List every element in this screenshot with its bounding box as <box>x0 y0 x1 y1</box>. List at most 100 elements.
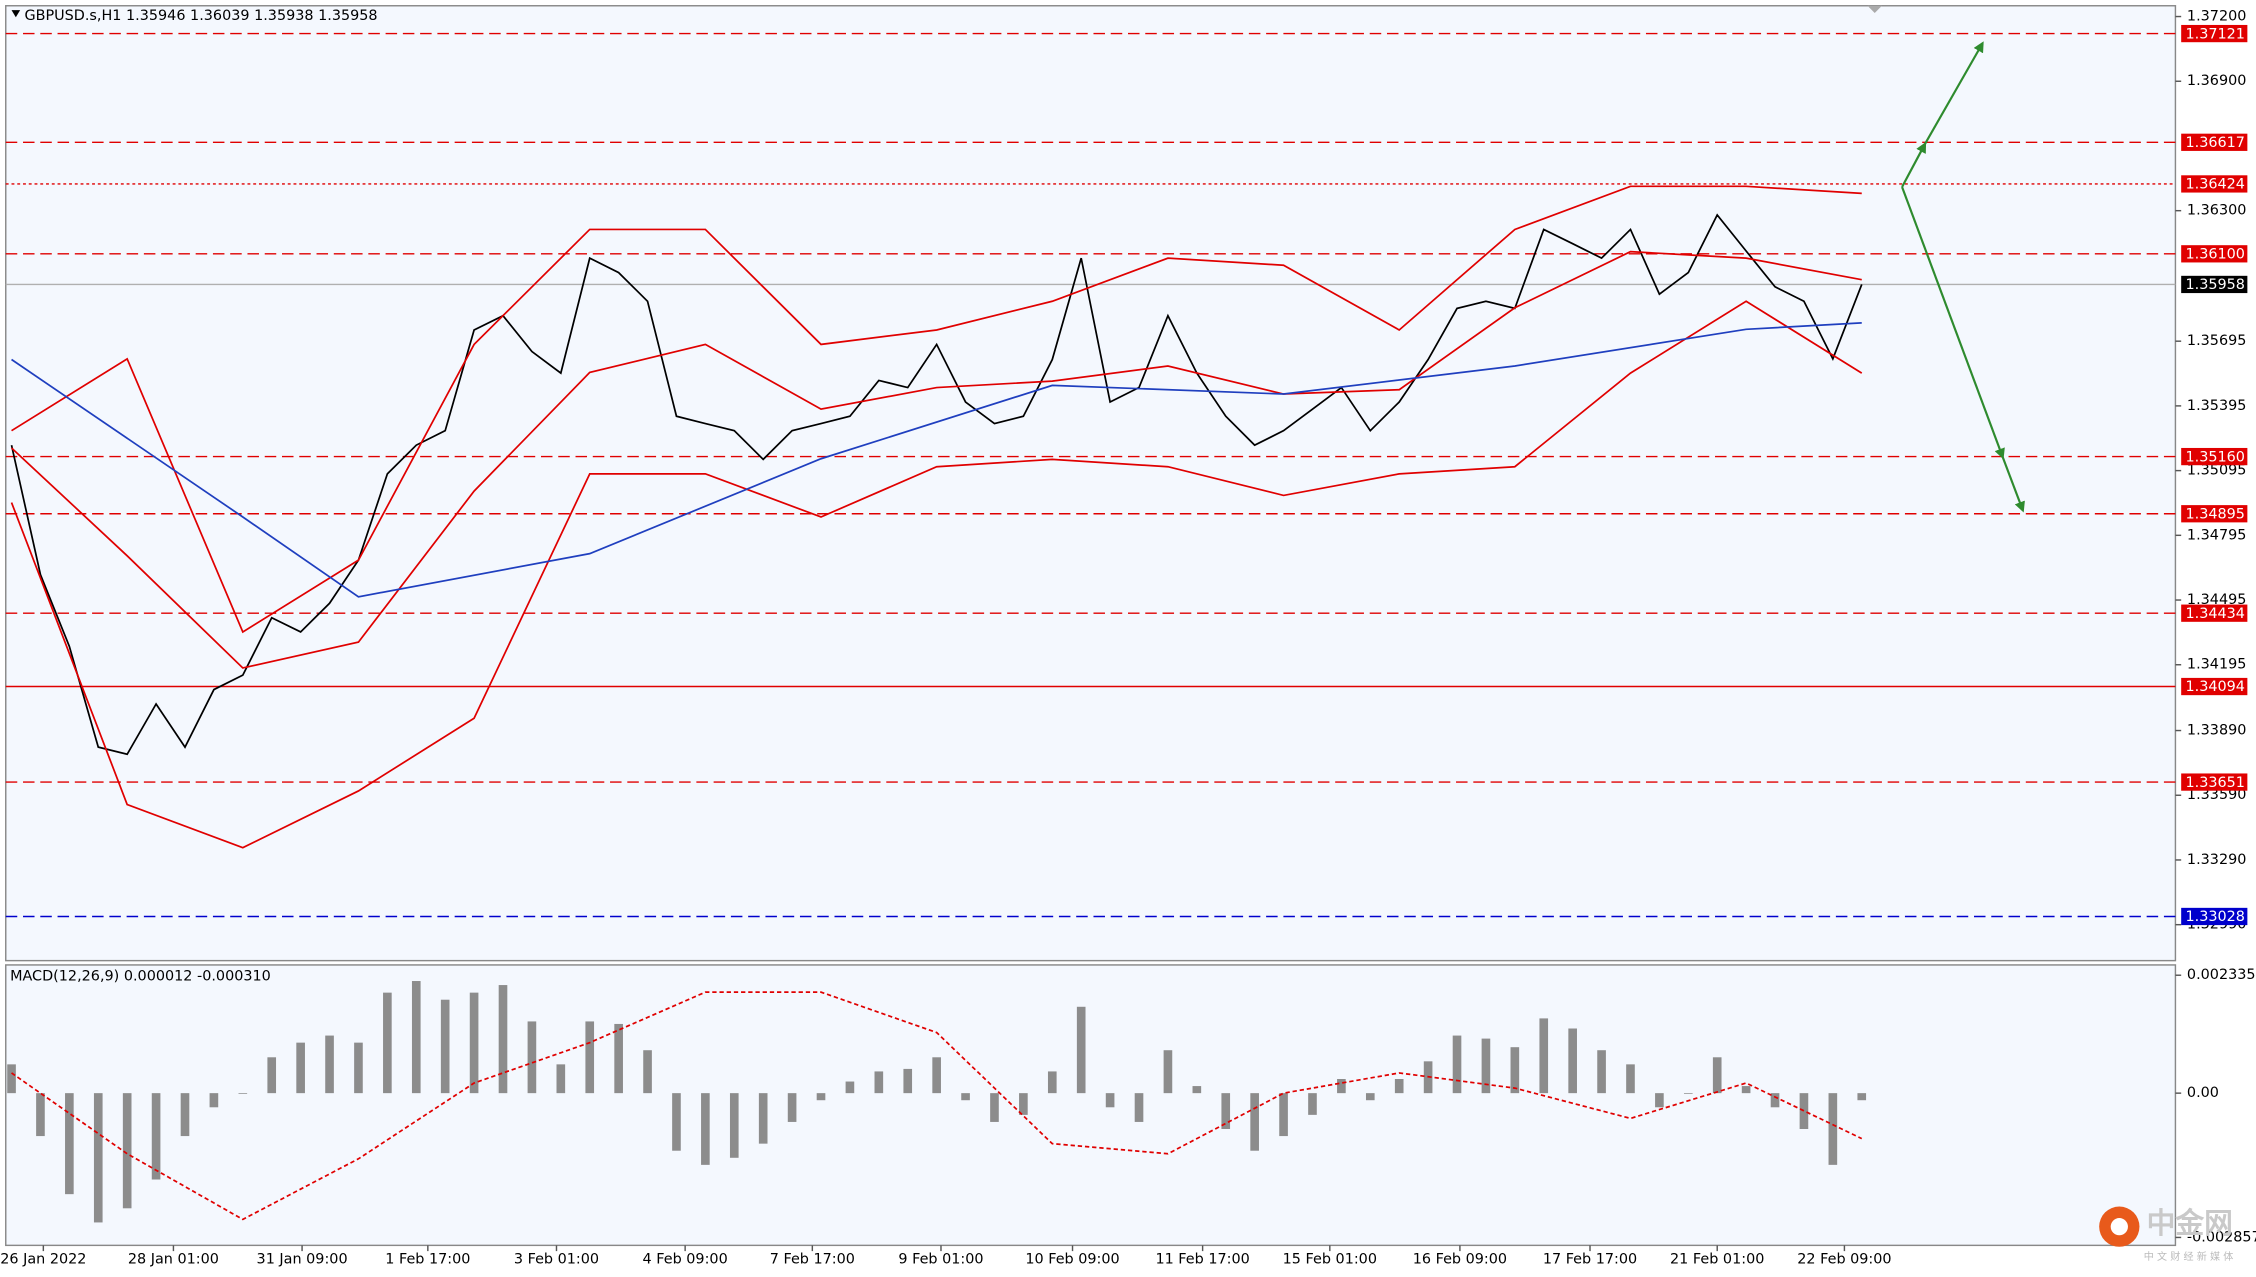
y-tick-label: 1.33590 <box>2187 787 2246 803</box>
level-label: 1.37121 <box>2186 26 2245 42</box>
level-box <box>2181 907 2248 926</box>
macd-bar <box>1539 1018 1549 1094</box>
level-label: 1.34895 <box>2186 506 2245 522</box>
y-tick-label: 1.34795 <box>2187 527 2246 543</box>
macd-bar <box>180 1093 190 1137</box>
macd-bar <box>556 1064 566 1094</box>
macd-bar <box>383 992 392 1094</box>
macd-bar <box>296 1042 305 1094</box>
macd-bar <box>1308 1093 1317 1115</box>
macd-bar <box>585 1021 595 1094</box>
y-tick-label: 1.36300 <box>2187 203 2246 219</box>
macd-bar <box>527 1021 537 1094</box>
macd-bar <box>411 981 421 1094</box>
macd-bar <box>1452 1035 1462 1094</box>
macd-bar <box>787 1093 797 1122</box>
level-box <box>2181 604 2248 622</box>
macd-bar <box>1279 1093 1288 1137</box>
y-tick-label: 0.00 <box>2187 1085 2219 1101</box>
signal-line <box>11 991 1863 1221</box>
header: GBPUSD.s,H1 1.35946 1.36039 1.35938 1.35… <box>24 8 377 24</box>
watermark-name: 中金网 <box>2147 1206 2233 1240</box>
macd-bar <box>325 1035 334 1094</box>
macd-bar <box>1770 1093 1780 1108</box>
macd-bar <box>1510 1047 1520 1094</box>
level-label: 1.36100 <box>2186 247 2245 263</box>
macd-bar <box>498 985 508 1094</box>
x-tick-label: 22 Feb 09:00 <box>1797 1252 1891 1268</box>
macd-bar <box>614 1023 623 1094</box>
macd-bar <box>672 1093 681 1151</box>
macd-bar <box>1250 1093 1259 1151</box>
y-tick-label: 1.36900 <box>2187 73 2246 89</box>
macd-bar <box>1163 1050 1173 1094</box>
macd-bar <box>701 1093 710 1165</box>
y-tick-label: 1.33290 <box>2187 852 2246 868</box>
macd-bar <box>151 1093 161 1180</box>
macd-bar <box>1047 1071 1057 1094</box>
macd-bar <box>440 999 450 1094</box>
level-box <box>2181 175 2248 193</box>
macd-title: MACD(12,26,9) 0.000012 -0.000310 <box>10 968 271 984</box>
macd-bar <box>874 1071 884 1094</box>
macd-bar <box>1105 1093 1115 1108</box>
macd-panel <box>5 964 2177 1247</box>
price-line <box>10 213 1863 756</box>
macd-bar <box>1134 1093 1144 1122</box>
macd-bar <box>1799 1093 1809 1130</box>
macd-bar <box>845 1081 855 1094</box>
x-tick-label: 17 Feb 17:00 <box>1543 1252 1637 1268</box>
indicator-line <box>10 300 1863 849</box>
macd-bar <box>65 1093 74 1195</box>
macd-bar <box>209 1093 219 1108</box>
level-label: 1.33028 <box>2186 909 2245 925</box>
macd-bar <box>1076 1006 1086 1094</box>
macd-bar <box>1626 1064 1635 1094</box>
x-tick-label: 15 Feb 01:00 <box>1283 1252 1377 1268</box>
level-box <box>2181 677 2248 696</box>
macd-bar <box>7 1064 16 1094</box>
macd-bar <box>932 1057 941 1094</box>
indicator-line <box>11 185 1862 634</box>
x-tick-label: 11 Feb 17:00 <box>1155 1252 1249 1268</box>
macd-bar <box>354 1042 363 1094</box>
y-tick-label: 1.33890 <box>2187 723 2246 739</box>
watermark-logo-inner <box>2110 1218 2128 1236</box>
macd-bar <box>1337 1079 1346 1094</box>
y-tick-label: -0.002857 <box>2187 1229 2256 1245</box>
arrow-up-long <box>1924 41 1984 145</box>
macd-bar <box>1828 1093 1838 1165</box>
x-tick-label: 21 Feb 01:00 <box>1670 1252 1764 1268</box>
macd-bar <box>1221 1093 1231 1130</box>
macd-bar <box>469 992 479 1094</box>
arrow-down-long <box>1901 186 2005 460</box>
level-box <box>2181 773 2248 791</box>
arrow-down-short <box>2001 456 2025 513</box>
watermark: 中金网 中 文 财 经 新 媒 体 <box>2099 1206 2233 1263</box>
level-label: 1.34094 <box>2186 679 2245 695</box>
macd-bar <box>758 1093 768 1144</box>
menu-triangle[interactable] <box>11 10 21 18</box>
macd-bar <box>1712 1057 1722 1094</box>
level-label: 1.34434 <box>2186 606 2245 622</box>
x-tick-label: 26 Jan 2022 <box>0 1252 86 1268</box>
macd-bar <box>1568 1028 1577 1094</box>
y-tick-label: 0.002335 <box>2187 967 2256 983</box>
macd-bar <box>643 1050 652 1094</box>
macd-bar <box>1481 1038 1491 1094</box>
macd-bar <box>93 1093 103 1223</box>
x-tick-label: 4 Feb 09:00 <box>643 1252 728 1268</box>
y-tick-label: 1.35095 <box>2187 463 2246 479</box>
macd-bar <box>238 1093 248 1094</box>
macd-bar <box>1597 1050 1606 1094</box>
macd-bar <box>1192 1086 1202 1094</box>
level-label: 1.36424 <box>2186 177 2245 193</box>
level-box <box>2181 447 2248 466</box>
price-panel <box>5 5 2177 962</box>
y-tick-label: 1.35695 <box>2187 333 2246 349</box>
x-tick-label: 16 Feb 09:00 <box>1413 1252 1507 1268</box>
x-tick-label: 1 Feb 17:00 <box>385 1252 470 1268</box>
shift-marker <box>1867 5 1882 13</box>
x-tick-label: 9 Feb 01:00 <box>898 1252 983 1268</box>
